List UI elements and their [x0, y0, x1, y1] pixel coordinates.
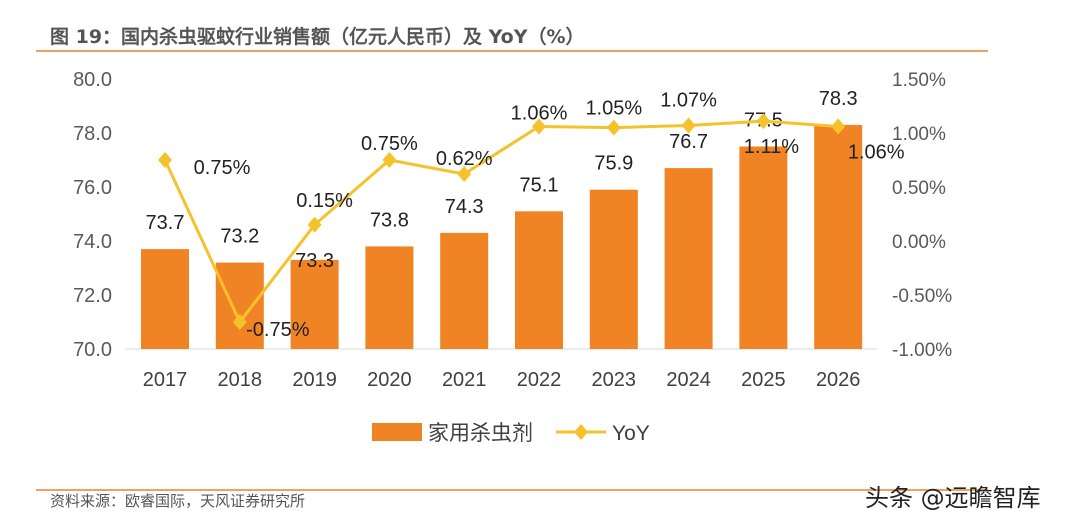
x-tick-label: 2018: [218, 369, 263, 391]
y-right-tick-label: 1.00%: [892, 124, 946, 145]
yoy-value-label: 1.11%: [744, 136, 799, 158]
source-note: 资料来源：欧睿国际，天风证券研究所: [50, 492, 306, 510]
bar-value-label: 73.8: [370, 209, 409, 231]
yoy-marker: [158, 152, 172, 168]
y-left-tick-label: 72.0: [73, 285, 112, 307]
y-left-tick-label: 76.0: [73, 177, 112, 199]
x-tick-label: 2024: [666, 369, 711, 391]
y-right-tick-label: 0.00%: [892, 232, 946, 253]
y-right-tick-label: 0.50%: [892, 178, 946, 199]
yoy-value-label: 0.75%: [194, 157, 251, 179]
bar-2025: [739, 146, 788, 349]
y-right-tick-label: -1.00%: [892, 340, 952, 361]
yoy-line: [163, 119, 839, 325]
yoy-marker: [606, 119, 621, 136]
yoy-value-label: 1.06%: [848, 142, 905, 164]
y-right-tick-label: 1.50%: [892, 70, 946, 91]
legend-line-marker: [574, 424, 588, 440]
y-left-tick-label: 74.0: [73, 231, 112, 253]
yoy-marker: [382, 152, 397, 168]
title-divider: [36, 50, 988, 52]
bar-value-label: 75.9: [594, 153, 633, 175]
x-tick-label: 2026: [816, 369, 861, 391]
yoy-marker: [532, 118, 546, 135]
yoy-marker: [307, 216, 322, 233]
y-right-tick-label: -0.50%: [892, 286, 952, 307]
y-left-tick-label: 78.0: [73, 123, 112, 145]
y-left-tick-label: 70.0: [73, 339, 112, 361]
legend-line-label: YoY: [612, 422, 650, 445]
yoy-marker: [681, 117, 696, 134]
legend-bar-label: 家用杀虫剂: [428, 422, 533, 445]
bar-2026: [814, 124, 863, 350]
bar-value-label: 73.7: [146, 212, 185, 234]
bar-value-label: 75.1: [520, 174, 559, 196]
bar-2017: [141, 249, 189, 349]
bar-value-label: 76.7: [669, 131, 708, 153]
bar-2019: [290, 259, 339, 349]
footer-divider: [36, 489, 988, 491]
yoy-value-label: 1.06%: [511, 103, 568, 125]
yoy-value-label: 0.75%: [361, 133, 418, 155]
y-left-tick-label: 80.0: [73, 69, 112, 91]
yoy-marker: [831, 118, 846, 135]
yoy-marker: [457, 166, 472, 183]
bar-2023: [589, 189, 638, 349]
x-tick-label: 2023: [592, 369, 637, 391]
bar-value-label: 73.3: [295, 250, 334, 272]
bar-2020: [365, 246, 414, 349]
legend-bar-swatch: [372, 423, 422, 441]
watermark: 头条 @远瞻智库: [865, 484, 1041, 512]
x-tick-label: 2019: [292, 369, 337, 391]
bar-value-label: 74.3: [445, 196, 484, 218]
bar-2024: [664, 168, 713, 349]
chart: 70.0 72.0 74.0 76.0 78.0 80.0 -1.00% -0.50% 0.00…: [73, 69, 952, 445]
yoy-value-label: -0.75%: [246, 319, 310, 341]
x-tick-label: 2021: [442, 369, 487, 391]
x-tick-label: 2022: [517, 369, 562, 391]
yoy-value-label: 1.05%: [585, 98, 642, 120]
yoy-value-label: 1.07%: [660, 89, 717, 111]
bar-2018: [215, 262, 264, 349]
bar-value-label: 73.2: [220, 226, 259, 248]
yoy-marker: [232, 314, 247, 330]
yoy-value-label: 0.15%: [296, 190, 353, 212]
bar-2021: [440, 232, 489, 349]
chart-title: 图 19：国内杀虫驱蚊行业销售额（亿元人民币）及 YoY（%）: [50, 26, 585, 48]
x-tick-label: 2020: [367, 369, 412, 391]
x-tick-label: 2025: [741, 369, 786, 391]
yoy-marker: [756, 113, 771, 130]
x-tick-label: 2017: [143, 369, 188, 391]
yoy-value-label: 0.62%: [436, 148, 493, 170]
bar-value-label: 78.3: [819, 88, 858, 110]
bar-2022: [515, 211, 563, 349]
